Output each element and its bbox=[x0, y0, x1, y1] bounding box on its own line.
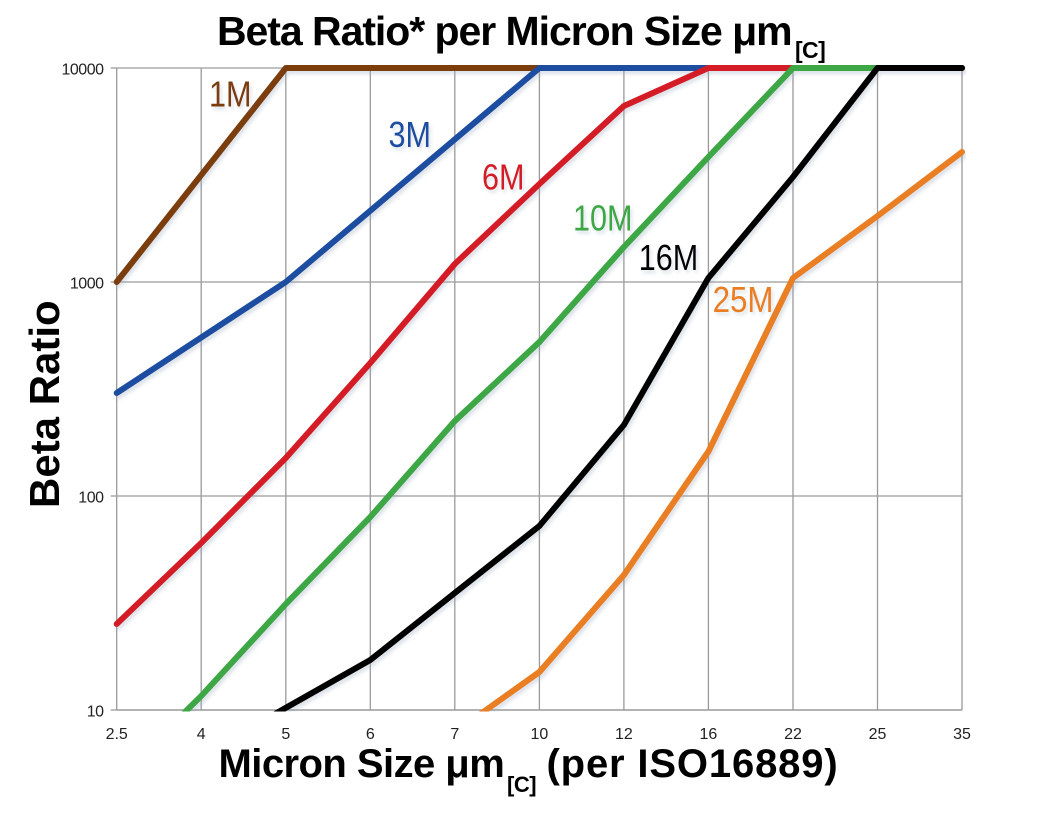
svg-text:10: 10 bbox=[531, 726, 549, 743]
svg-text:6: 6 bbox=[366, 726, 375, 743]
svg-text:10000: 10000 bbox=[62, 62, 105, 79]
svg-text:10: 10 bbox=[87, 704, 104, 721]
svg-text:12: 12 bbox=[615, 726, 633, 743]
svg-text:4: 4 bbox=[197, 726, 206, 743]
svg-text:25M: 25M bbox=[713, 280, 774, 321]
svg-text:10M: 10M bbox=[573, 199, 633, 239]
svg-text:1M: 1M bbox=[209, 75, 251, 115]
svg-text:2.5: 2.5 bbox=[106, 726, 128, 743]
svg-text:3M: 3M bbox=[389, 116, 431, 156]
svg-text:[C]: [C] bbox=[795, 37, 825, 63]
svg-text:25: 25 bbox=[869, 726, 887, 743]
svg-text:Beta Ratio: Beta Ratio bbox=[21, 300, 68, 508]
svg-text:5: 5 bbox=[281, 726, 290, 743]
svg-text:[C]: [C] bbox=[507, 772, 536, 797]
svg-text:16M: 16M bbox=[639, 239, 699, 279]
svg-text:35: 35 bbox=[953, 726, 971, 743]
svg-text:22: 22 bbox=[784, 726, 802, 743]
svg-text:Micron Size μm: Micron Size μm bbox=[219, 742, 505, 786]
svg-text:16: 16 bbox=[700, 726, 718, 743]
svg-text:7: 7 bbox=[450, 726, 459, 743]
svg-text:Beta Ratio* per Micron Size μm: Beta Ratio* per Micron Size μm bbox=[217, 8, 792, 54]
svg-text:1000: 1000 bbox=[70, 276, 104, 293]
svg-text:100: 100 bbox=[78, 490, 104, 507]
svg-text:(per ISO16889): (per ISO16889) bbox=[547, 742, 839, 786]
svg-text:6M: 6M bbox=[482, 158, 524, 198]
